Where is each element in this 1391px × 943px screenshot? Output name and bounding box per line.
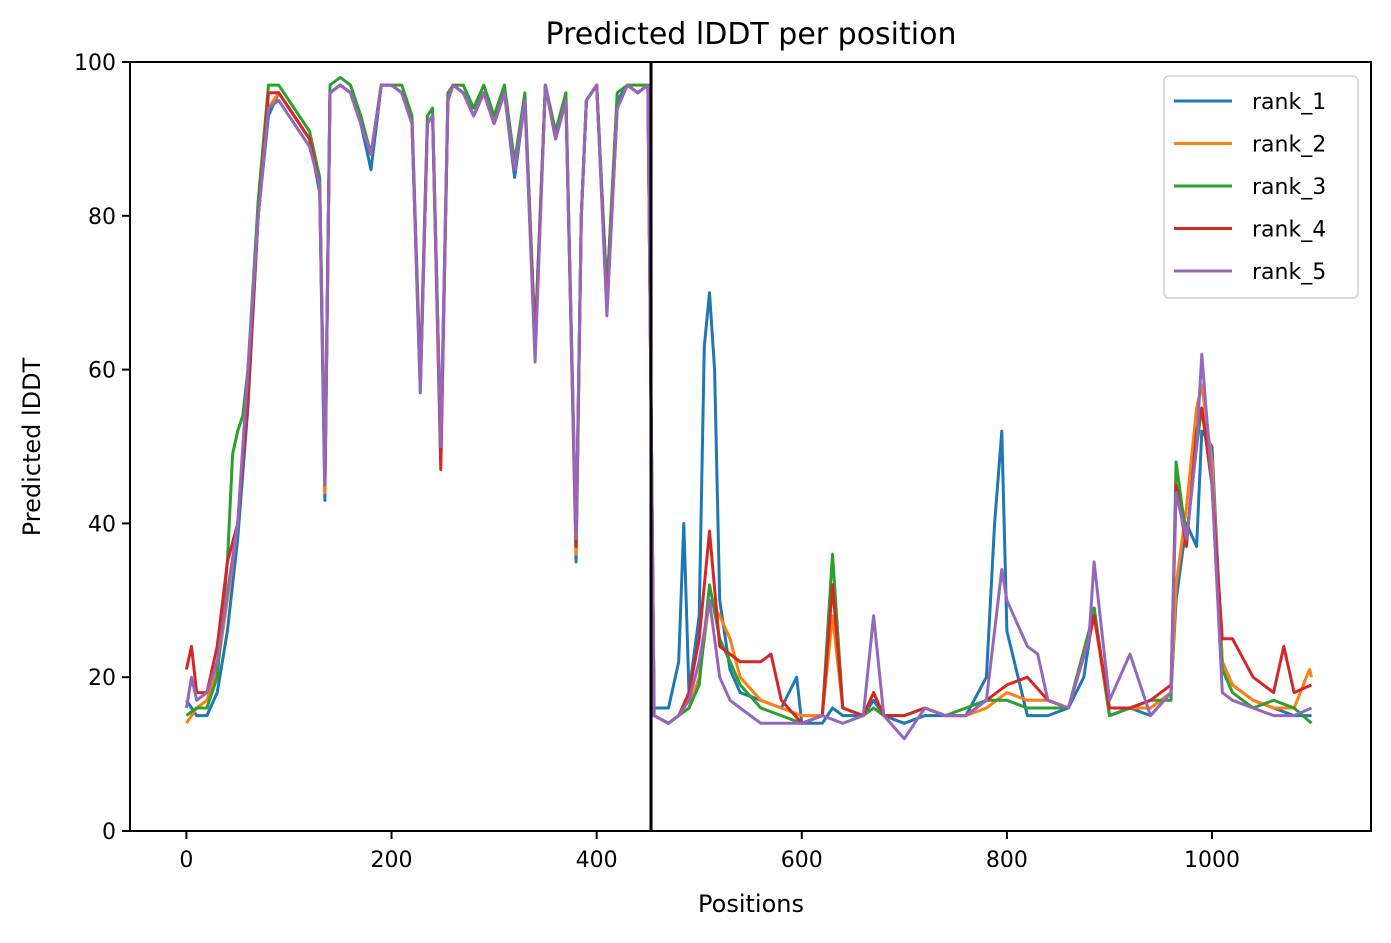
- x-tick-label: 400: [576, 848, 618, 873]
- y-tick-label: 80: [88, 205, 116, 230]
- y-axis: 0 20 40 60 80 100: [74, 51, 130, 845]
- x-tick-label: 800: [986, 848, 1028, 873]
- y-tick-label: 0: [102, 820, 116, 845]
- series-line-rank_3: [185, 75, 1313, 725]
- y-tick-label: 60: [88, 359, 116, 384]
- series-line-rank_2: [185, 83, 1313, 725]
- x-axis: 0 200 400 600 800 1000: [179, 831, 1240, 873]
- plot-frame: [129, 61, 1372, 832]
- x-tick-label: 1000: [1184, 848, 1240, 873]
- legend-label: rank_5: [1252, 260, 1326, 285]
- legend-label: rank_1: [1252, 90, 1326, 115]
- legend: rank_1 rank_2 rank_3 rank_4 rank_5: [1163, 75, 1359, 299]
- legend-label: rank_2: [1252, 133, 1326, 158]
- x-tick-label: 0: [179, 848, 193, 873]
- series-line-rank_5: [184, 83, 1313, 741]
- legend-box: [1163, 75, 1359, 299]
- y-tick-label: 100: [74, 51, 116, 76]
- y-tick-label: 20: [88, 666, 116, 691]
- y-axis-label: Predicted lDDT: [18, 357, 46, 536]
- series-line-rank_1: [185, 83, 1312, 725]
- legend-label: rank_3: [1252, 175, 1326, 200]
- series-line-rank_4: [184, 83, 1313, 725]
- y-tick-label: 40: [88, 512, 116, 537]
- chart-title: Predicted lDDT per position: [546, 17, 957, 52]
- legend-label: rank_4: [1252, 218, 1326, 243]
- x-tick-label: 200: [371, 848, 413, 873]
- x-tick-label: 600: [781, 848, 823, 873]
- x-axis-label: Positions: [698, 890, 804, 918]
